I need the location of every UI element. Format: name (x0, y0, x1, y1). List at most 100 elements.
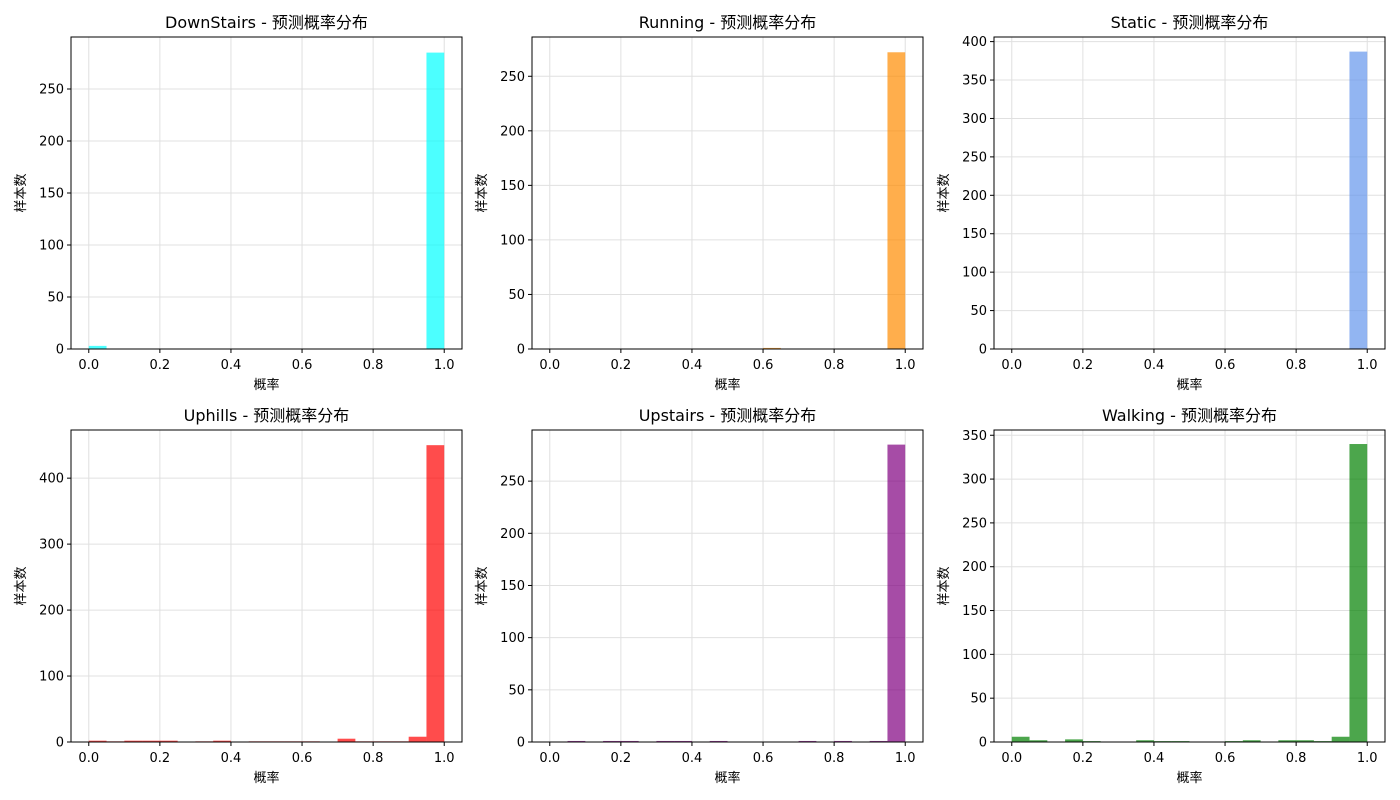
x-axis-label: 概率 (1176, 770, 1202, 786)
y-tick-label: 50 (508, 683, 525, 698)
x-tick-label: 0.6 (753, 751, 774, 766)
y-tick-label: 250 (500, 475, 525, 490)
axes-frame (70, 36, 463, 350)
y-tick-label: 50 (970, 692, 987, 707)
histogram-bar (1136, 740, 1154, 742)
histogram-bar (1331, 736, 1350, 742)
y-tick-label: 0 (517, 736, 525, 751)
x-tick-label: 0.6 (1215, 358, 1236, 373)
y-tick-label: 100 (500, 233, 525, 248)
axes-frame (531, 36, 924, 350)
y-axis-label: 样本数 (937, 173, 952, 212)
x-tick-label: 0.6 (292, 358, 313, 373)
y-tick-label: 100 (39, 670, 64, 685)
y-tick-label: 0 (56, 736, 64, 751)
y-tick-label: 100 (962, 266, 987, 281)
x-tick-label: 0.4 (1144, 358, 1165, 373)
histogram-bar (1065, 739, 1083, 742)
x-axis-label: 概率 (253, 377, 279, 393)
y-tick-label: 150 (500, 579, 525, 594)
x-tick-label: 0.4 (682, 751, 703, 766)
y-tick-label: 0 (56, 343, 64, 358)
histogram-bar (426, 445, 445, 742)
x-tick-label: 0.4 (682, 358, 703, 373)
x-axis-label: 概率 (714, 377, 740, 393)
x-tick-label: 1.0 (895, 358, 916, 373)
histogram-bar (124, 740, 143, 742)
x-tick-label: 0.0 (539, 358, 560, 373)
histogram-bar (1011, 736, 1030, 742)
chart-title: Walking - 预测概率分布 (1102, 406, 1277, 425)
x-tick-label: 0.8 (1286, 751, 1307, 766)
x-tick-label: 0.8 (824, 358, 845, 373)
histogram-bar (620, 740, 639, 742)
x-tick-label: 0.0 (78, 751, 99, 766)
x-tick-label: 0.2 (150, 751, 171, 766)
chart-title: Running - 预测概率分布 (639, 13, 817, 32)
x-axis-label: 概率 (714, 770, 740, 786)
histogram-bar (213, 740, 231, 742)
x-tick-label: 0.0 (539, 751, 560, 766)
y-tick-label: 0 (979, 736, 987, 751)
y-axis-label: 样本数 (475, 173, 490, 212)
y-tick-label: 200 (39, 135, 64, 150)
histogram-bar (1349, 444, 1368, 742)
y-tick-label: 250 (39, 83, 64, 98)
x-tick-label: 1.0 (434, 358, 455, 373)
histogram-bar (426, 52, 445, 349)
histogram-bar (337, 738, 356, 742)
x-tick-label: 1.0 (1357, 358, 1378, 373)
y-tick-label: 200 (962, 560, 987, 575)
y-tick-label: 250 (962, 516, 987, 531)
histogram-bar (709, 740, 728, 742)
x-tick-label: 0.2 (611, 358, 632, 373)
x-tick-label: 0.6 (1215, 751, 1236, 766)
x-tick-label: 1.0 (1357, 751, 1378, 766)
histogram-bar (603, 740, 621, 742)
chart-title: Upstairs - 预测概率分布 (639, 406, 817, 425)
y-tick-label: 150 (962, 227, 987, 242)
histogram-bar (88, 740, 107, 742)
y-tick-label: 250 (962, 150, 987, 165)
x-tick-label: 0.2 (150, 358, 171, 373)
x-tick-label: 0.4 (221, 751, 242, 766)
y-tick-label: 300 (962, 473, 987, 488)
y-tick-label: 0 (517, 343, 525, 358)
y-tick-label: 300 (962, 112, 987, 127)
y-tick-label: 50 (508, 288, 525, 303)
histogram-bar (1029, 740, 1048, 742)
y-tick-label: 400 (39, 472, 64, 487)
histogram-bar (656, 740, 675, 742)
x-tick-label: 0.0 (1001, 358, 1022, 373)
x-tick-label: 0.2 (611, 751, 632, 766)
y-tick-label: 350 (962, 429, 987, 444)
y-tick-label: 200 (500, 124, 525, 139)
x-tick-label: 0.8 (363, 358, 384, 373)
histogram-bar (567, 740, 586, 742)
chart-title: Uphills - 预测概率分布 (184, 406, 350, 425)
histogram-bar (834, 740, 852, 742)
axes-frame (70, 429, 463, 743)
y-tick-label: 50 (970, 304, 987, 319)
histogram-bar (674, 740, 692, 742)
histogram-bar (1296, 740, 1314, 742)
axes-frame (993, 429, 1386, 743)
x-axis-label: 概率 (253, 770, 279, 786)
x-tick-label: 0.2 (1073, 751, 1094, 766)
y-tick-label: 150 (39, 187, 64, 202)
histogram-bar (887, 52, 906, 349)
x-tick-label: 1.0 (895, 751, 916, 766)
y-tick-label: 400 (962, 35, 987, 50)
histogram-bar (408, 736, 427, 742)
x-tick-label: 0.0 (1001, 751, 1022, 766)
x-tick-label: 0.8 (1286, 358, 1307, 373)
chart-title: DownStairs - 预测概率分布 (165, 13, 368, 32)
histogram-bar (869, 740, 888, 742)
histogram-bar (1349, 51, 1368, 350)
y-tick-label: 200 (500, 527, 525, 542)
y-tick-label: 350 (962, 74, 987, 89)
x-axis-label: 概率 (1176, 377, 1202, 393)
histogram-bar (88, 345, 107, 349)
y-tick-label: 200 (39, 604, 64, 619)
